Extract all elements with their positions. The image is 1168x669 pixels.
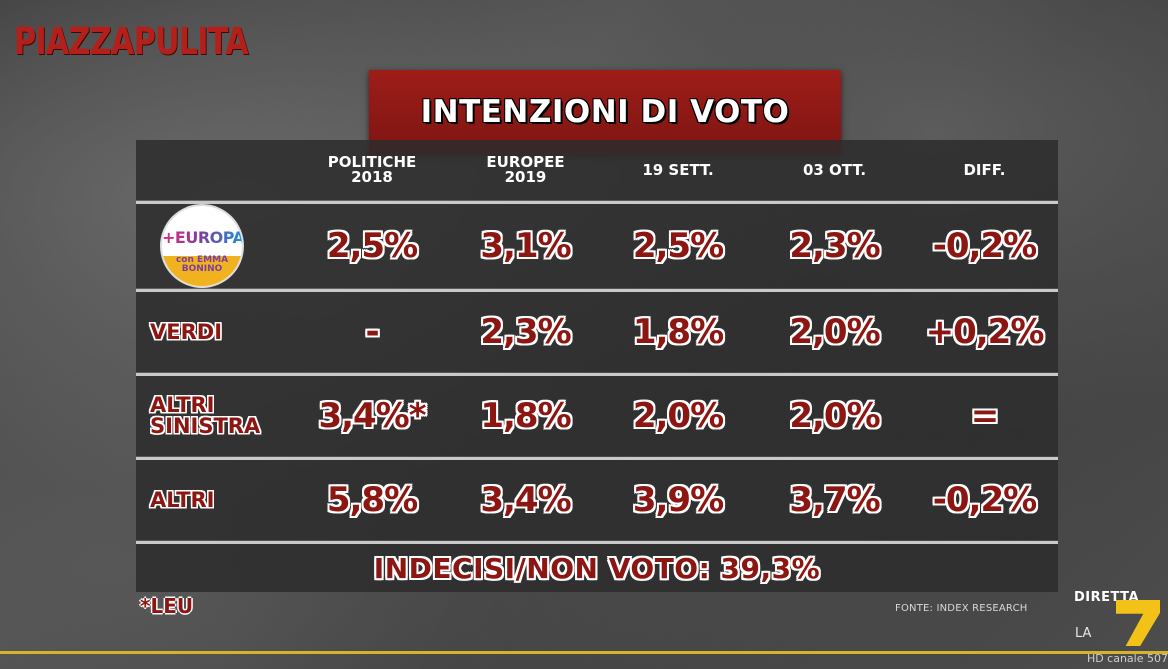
channel-la-label: LA	[1075, 626, 1092, 641]
poll-table: POLITICHE 2018 EUROPEE 2019 19 SETT. 03 OT…	[136, 140, 1058, 592]
table-row-altri: ALTRI 5,8% 3,4% 3,9% 3,7% -0,2%	[136, 460, 1058, 540]
value-cell: 2,0%	[789, 396, 880, 436]
value-cell: 5,8%	[326, 480, 418, 520]
row-divider	[136, 201, 1058, 204]
brand-logo: PIAZZAPULITA	[14, 20, 249, 63]
column-header-diff: DIFF.	[963, 160, 1006, 179]
value-cell: 3,4%*	[318, 396, 426, 436]
value-cell: 2,5%	[326, 226, 418, 266]
value-cell: 3,4%	[480, 480, 571, 520]
column-header-politiche-2018: POLITICHE 2018	[327, 153, 417, 186]
diff-cell: -0,2%	[932, 480, 1037, 520]
piu-europa-logo: +EUROPA con EMMA BONINO	[162, 206, 242, 286]
row-label-altri-sinistra: ALTRI SINISTRA	[150, 393, 261, 438]
value-cell: 2,3%	[789, 226, 880, 266]
channel-hd-label: HD canale 507	[1086, 652, 1168, 665]
table-row-piu-europa: +EUROPA con EMMA BONINO 2,5% 3,1% 2,5% 2,…	[136, 204, 1058, 288]
value-cell: 2,0%	[632, 396, 724, 436]
row-label-verdi: VERDI	[150, 319, 223, 344]
row-label-piu-europa: +EUROPA con EMMA BONINO	[136, 204, 291, 288]
column-header-19-sett: 19 SETT.	[642, 160, 714, 179]
footnote: *LEU	[140, 594, 194, 618]
value-cell: 1,8%	[480, 396, 571, 436]
row-label-altri: ALTRI	[150, 487, 215, 512]
diff-cell: +0,2%	[925, 312, 1045, 352]
value-cell: 3,1%	[480, 226, 571, 266]
row-divider	[136, 373, 1058, 376]
source-credit: FONTE: INDEX RESEARCH	[895, 603, 1028, 614]
diff-cell: =	[970, 396, 1000, 436]
row-divider	[136, 457, 1058, 460]
value-cell: 3,9%	[632, 480, 724, 520]
la7-number-icon	[1116, 600, 1160, 646]
value-cell: -	[365, 312, 379, 352]
column-header-europee-2019: EUROPEE 2019	[486, 153, 565, 186]
row-divider	[136, 541, 1058, 544]
value-cell: 1,8%	[632, 312, 724, 352]
table-footer-row: INDECISI/NON VOTO: 39,3%	[136, 544, 1058, 592]
channel-logo: DIRETTA LA HD canale 507	[1072, 590, 1168, 669]
table-header-row: POLITICHE 2018 EUROPEE 2019 19 SETT. 03 OT…	[136, 140, 1058, 200]
page-title: INTENZIONI DI VOTO	[420, 94, 790, 130]
column-header-03-ott: 03 OTT.	[802, 160, 867, 179]
row-divider	[136, 289, 1058, 292]
undecided-summary: INDECISI/NON VOTO: 39,3%	[373, 551, 821, 585]
value-cell: 2,3%	[480, 312, 571, 352]
value-cell: 2,0%	[789, 312, 880, 352]
bottom-divider	[0, 651, 1168, 654]
diff-cell: -0,2%	[932, 226, 1037, 266]
table-row-altri-sinistra: ALTRI SINISTRA 3,4%* 1,8% 2,0% 2,0% =	[136, 376, 1058, 456]
table-row-verdi: VERDI - 2,3% 1,8% 2,0% +0,2%	[136, 292, 1058, 372]
value-cell: 2,5%	[632, 226, 724, 266]
value-cell: 3,7%	[789, 480, 880, 520]
